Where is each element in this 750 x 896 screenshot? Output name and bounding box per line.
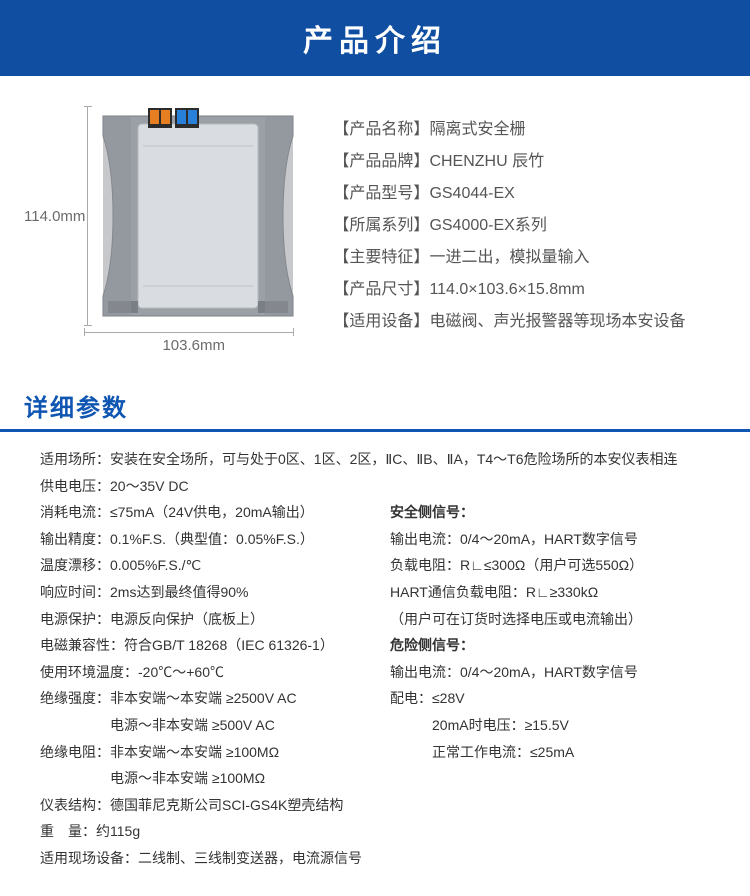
param-text: 重 量：约115g xyxy=(40,818,390,845)
param-row: 电源～非本安端 ≥100MΩ xyxy=(40,765,726,792)
spec-value: GS4000-EX系列 xyxy=(429,217,546,234)
param-text: 负载电阻：R∟≤300Ω（用户可选550Ω） xyxy=(390,552,726,579)
spec-label: 【所属系列】 xyxy=(333,217,429,234)
param-text: 使用环境温度：-20℃～+60℃ xyxy=(40,659,390,686)
param-text: 消耗电流：≤75mA（24V供电，20mA输出） xyxy=(40,499,390,526)
param-row: 绝缘电阻：非本安端～本安端 ≥100MΩ 正常工作电流：≤25mA xyxy=(40,739,726,766)
param-text: 安全侧信号： xyxy=(390,499,726,526)
horizontal-dimension-line xyxy=(84,332,294,333)
param-text: 绝缘电阻：非本安端～本安端 ≥100MΩ xyxy=(40,739,390,766)
param-row: 重 量：约115g xyxy=(40,818,726,845)
terminal-block-orange xyxy=(148,108,172,128)
param-text: 输出精度：0.1%F.S.（典型值：0.05%F.S.） xyxy=(40,526,390,553)
param-text: 正常工作电流：≤25mA xyxy=(390,739,726,766)
device-area: 114.0mm xyxy=(24,106,303,326)
param-row: 适用现场设备：二线制、三线制变送器，电流源信号 xyxy=(40,845,726,872)
param-text: 电源～非本安端 ≥100MΩ xyxy=(40,765,390,792)
param-row: 绝缘强度：非本安端～本安端 ≥2500V AC配电：≤28V xyxy=(40,685,726,712)
param-text: 供电电压：20～35V DC xyxy=(40,473,390,500)
spec-label: 【产品尺寸】 xyxy=(333,281,429,298)
param-text: 电源～非本安端 ≥500V AC xyxy=(40,712,390,739)
param-text xyxy=(390,792,726,819)
param-row: 仪表结构：德国菲尼克斯公司SCI-GS4K塑壳结构 xyxy=(40,792,726,819)
param-row: 电源保护：电源反向保护（底板上）（用户可在订货时选择电压或电流输出） xyxy=(40,606,726,633)
param-row: 输出精度：0.1%F.S.（典型值：0.05%F.S.）输出电流：0/4～20m… xyxy=(40,526,726,553)
param-row: 适用场所：安装在安全场所，可与处于0区、1区、2区，ⅡC、ⅡB、ⅡA，T4～T6… xyxy=(40,446,726,473)
top-section: 114.0mm xyxy=(0,76,750,374)
param-text xyxy=(390,765,726,792)
spec-list: 【产品名称】隔离式安全栅 【产品品牌】CHENZHU 辰竹 【产品型号】GS40… xyxy=(303,106,726,338)
param-text xyxy=(390,818,726,845)
param-text xyxy=(390,473,726,500)
spec-row: 【产品名称】隔离式安全栅 xyxy=(333,114,726,146)
param-text: 适用现场设备：二线制、三线制变送器，电流源信号 xyxy=(40,845,726,872)
device-illustration xyxy=(93,106,303,326)
spec-value: 电磁阀、声光报警器等现场本安设备 xyxy=(429,313,685,330)
spec-label: 【产品品牌】 xyxy=(333,153,429,170)
param-text: （用户可在订货时选择电压或电流输出） xyxy=(390,606,726,633)
param-text: 温度漂移：0.005%F.S./℃ xyxy=(40,552,390,579)
param-text: 仪表结构：德国菲尼克斯公司SCI-GS4K塑壳结构 xyxy=(40,792,390,819)
param-text: 20mA时电压：≥15.5V xyxy=(390,712,726,739)
height-dimension-label: 114.0mm xyxy=(24,208,85,225)
spec-label: 【产品名称】 xyxy=(333,121,429,138)
spec-row: 【产品尺寸】114.0×103.6×15.8mm xyxy=(333,274,726,306)
spec-value: 隔离式安全栅 xyxy=(429,121,525,138)
spec-row: 【所属系列】GS4000-EX系列 xyxy=(333,210,726,242)
param-text: 配电：≤28V xyxy=(390,685,726,712)
spec-row: 【产品型号】GS4044-EX xyxy=(333,178,726,210)
header-title: 产品介绍 xyxy=(303,25,447,58)
param-text: 响应时间：2ms达到最终值得90% xyxy=(40,579,390,606)
param-text: 输出电流：0/4～20mA，HART数字信号 xyxy=(390,659,726,686)
param-text: 绝缘强度：非本安端～本安端 ≥2500V AC xyxy=(40,685,390,712)
spec-row: 【主要特征】一进二出，模拟量输入 xyxy=(333,242,726,274)
param-row: 响应时间：2ms达到最终值得90%HART通信负载电阻：R∟≥330kΩ xyxy=(40,579,726,606)
param-text: 适用场所：安装在安全场所，可与处于0区、1区、2区，ⅡC、ⅡB、ⅡA，T4～T6… xyxy=(40,446,726,473)
param-row: 温度漂移：0.005%F.S./℃负载电阻：R∟≤300Ω（用户可选550Ω） xyxy=(40,552,726,579)
param-text: 电磁兼容性：符合GB/T 18268（IEC 61326-1） xyxy=(40,632,390,659)
device-column: 114.0mm xyxy=(24,106,303,354)
vertical-dimension-line xyxy=(87,106,88,326)
param-row: 使用环境温度：-20℃～+60℃输出电流：0/4～20mA，HART数字信号 xyxy=(40,659,726,686)
device-svg xyxy=(93,106,303,326)
terminal-block-blue xyxy=(175,108,199,128)
spec-label: 【主要特征】 xyxy=(333,249,429,266)
spec-value: 114.0×103.6×15.8mm xyxy=(429,281,584,298)
param-text: 危险侧信号： xyxy=(390,632,726,659)
detailed-params: 适用场所：安装在安全场所，可与处于0区、1区、2区，ⅡC、ⅡB、ⅡA，T4～T6… xyxy=(0,446,750,896)
param-row: 供电电压：20～35V DC xyxy=(40,473,726,500)
spec-value: CHENZHU 辰竹 xyxy=(429,153,544,170)
page-header: 产品介绍 xyxy=(0,0,750,76)
spec-row: 【产品品牌】CHENZHU 辰竹 xyxy=(333,146,726,178)
param-text: 电源保护：电源反向保护（底板上） xyxy=(40,606,390,633)
spec-value: 一进二出，模拟量输入 xyxy=(429,249,589,266)
param-row: 电磁兼容性：符合GB/T 18268（IEC 61326-1）危险侧信号： xyxy=(40,632,726,659)
spec-label: 【适用设备】 xyxy=(333,313,429,330)
width-dimension-label: 103.6mm xyxy=(24,337,303,354)
param-row: 电源～非本安端 ≥500V AC 20mA时电压：≥15.5V xyxy=(40,712,726,739)
spec-value: GS4044-EX xyxy=(429,185,514,202)
param-text: 输出电流：0/4～20mA，HART数字信号 xyxy=(390,526,726,553)
param-row: 消耗电流：≤75mA（24V供电，20mA输出）安全侧信号： xyxy=(40,499,726,526)
param-text: HART通信负载电阻：R∟≥330kΩ xyxy=(390,579,726,606)
spec-row: 【适用设备】电磁阀、声光报警器等现场本安设备 xyxy=(333,306,726,338)
section-title: 详细参数 xyxy=(0,388,750,432)
spec-label: 【产品型号】 xyxy=(333,185,429,202)
